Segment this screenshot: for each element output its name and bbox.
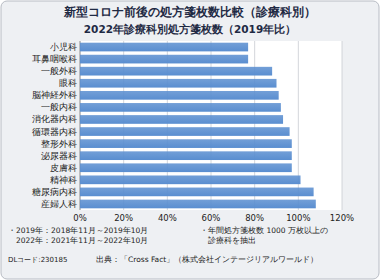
bar xyxy=(80,115,283,124)
tick-label: 80% xyxy=(245,213,264,223)
bar xyxy=(80,55,248,64)
grid-line xyxy=(254,41,255,210)
category-label: 産婦人科 xyxy=(41,199,77,209)
bar xyxy=(80,103,281,112)
bar xyxy=(80,91,279,100)
subtitle: 2022年診療科別処方箋枚数（2019年比） xyxy=(84,23,296,36)
note: 診療科を抽出 xyxy=(200,236,256,245)
code: DLコード:230185 xyxy=(8,256,67,264)
chart: 新型コロナ前後の処方箋枚数比較（診療科別） 2022年診療科別処方箋枚数（2019… xyxy=(0,0,380,280)
tick-label: 100% xyxy=(286,213,310,223)
category-label: 一般外科 xyxy=(41,66,77,76)
category-label: 精神科 xyxy=(50,175,77,185)
category-label: 皮膚科 xyxy=(50,163,77,173)
grid-line xyxy=(342,41,343,210)
note: ・2019年：2018年11月～2019年10月 xyxy=(8,226,148,235)
bar xyxy=(80,163,292,172)
bar xyxy=(80,200,316,209)
category-label: 循環器内科 xyxy=(32,127,77,137)
axis-line xyxy=(80,41,81,210)
bar xyxy=(80,175,301,184)
tick-label: 20% xyxy=(114,213,133,223)
grid-line xyxy=(298,41,299,210)
category-label: 耳鼻咽喉科 xyxy=(32,54,77,64)
tick-label: 0% xyxy=(73,213,87,223)
tick-label: 60% xyxy=(202,213,221,223)
bar xyxy=(80,139,292,148)
category-label: 一般内科 xyxy=(41,102,77,112)
plot-area xyxy=(80,41,342,210)
bar xyxy=(80,151,292,160)
category-label: 泌尿器科 xyxy=(41,151,77,161)
grid-line xyxy=(167,41,168,210)
tick-label: 40% xyxy=(158,213,177,223)
category-label: 整形外科 xyxy=(41,139,77,149)
bars xyxy=(80,43,316,209)
bar xyxy=(80,67,272,76)
source: 出典：「Cross Fact」（株式会社インテージリアルワールド） xyxy=(96,255,318,264)
category-label: 小児科 xyxy=(50,42,77,52)
background xyxy=(1,1,379,279)
bar xyxy=(80,43,248,52)
tick-label: 120% xyxy=(330,213,354,223)
bar xyxy=(80,79,277,88)
title: 新型コロナ前後の処方箋枚数比較（診療科別） xyxy=(63,5,316,19)
category-label: 糖尿病内科 xyxy=(32,187,77,197)
note: 2022年：2021年11月～2022年10月 xyxy=(8,236,148,245)
grid-line xyxy=(80,41,81,210)
note: ・年間処方箋枚数 1000 万枚以上の xyxy=(200,226,328,235)
category-label: 脳神経外科 xyxy=(32,90,77,100)
bar xyxy=(80,188,314,197)
grid-line xyxy=(211,41,212,210)
category-label: 眼科 xyxy=(59,78,77,88)
category-label: 消化器内科 xyxy=(32,114,77,124)
grid-line xyxy=(123,41,124,210)
bar xyxy=(80,127,290,136)
